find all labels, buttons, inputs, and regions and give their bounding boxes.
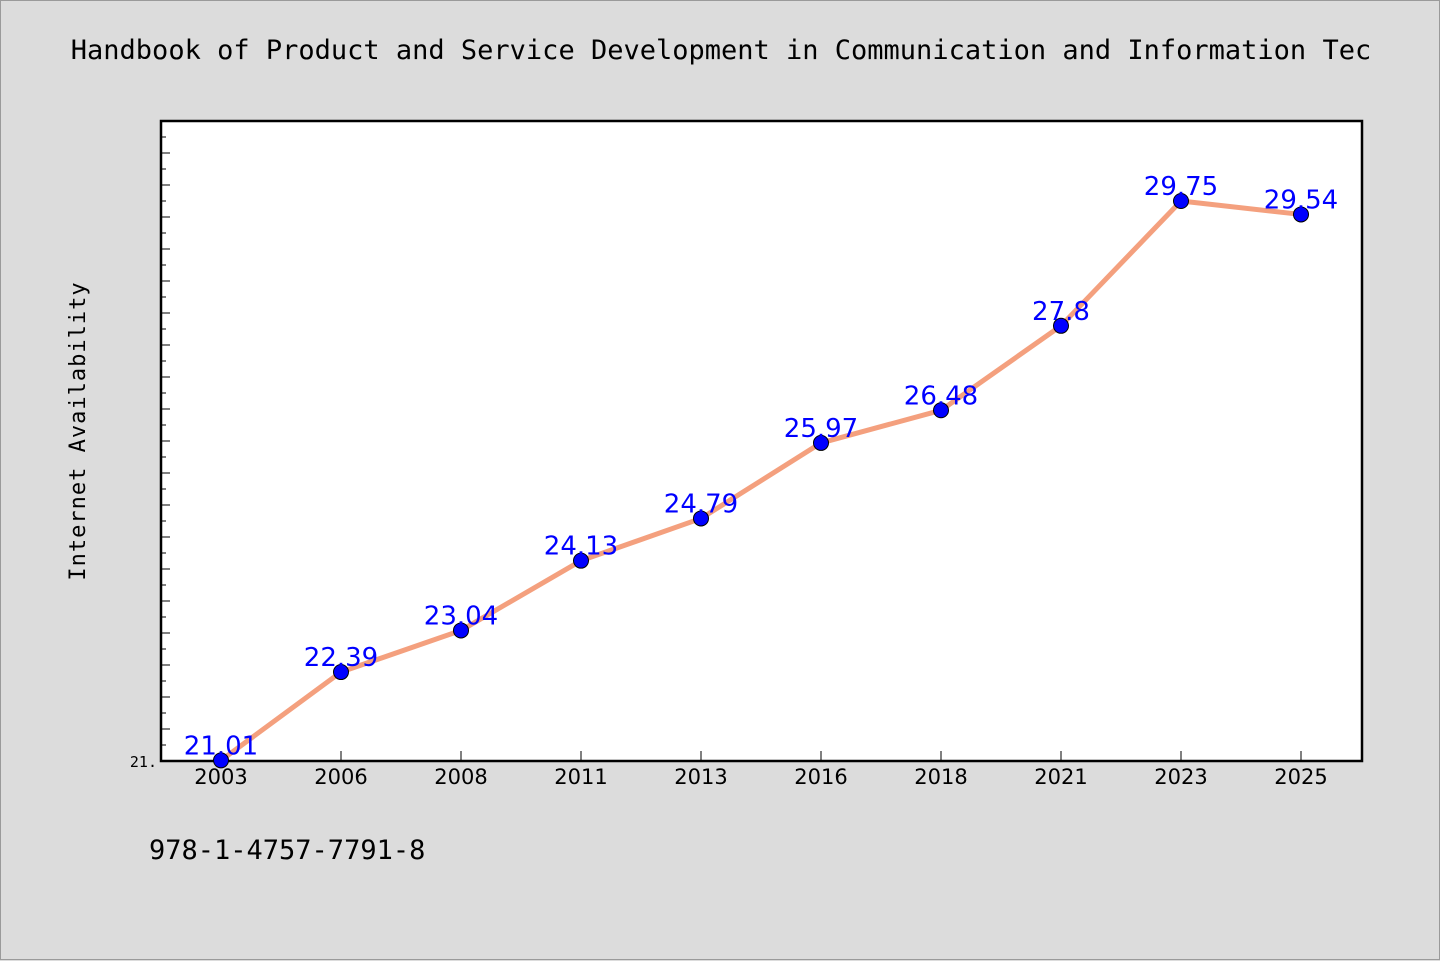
x-tick-label: 2025 bbox=[1274, 765, 1327, 789]
data-point bbox=[213, 752, 229, 769]
data-point bbox=[813, 434, 829, 451]
data-point bbox=[1293, 206, 1309, 223]
data-label: 24.79 bbox=[664, 489, 738, 519]
data-point bbox=[573, 552, 589, 569]
data-point bbox=[693, 510, 709, 527]
y-tick-label: 21. bbox=[130, 753, 157, 771]
x-axis: 2003 2006 2008 2011 2013 2016 2018 2021 2023 2025 bbox=[194, 751, 1328, 789]
data-point bbox=[933, 402, 949, 419]
x-tick-label: 2018 bbox=[914, 765, 967, 789]
x-tick-label: 2011 bbox=[554, 765, 607, 789]
x-tick-label: 2006 bbox=[314, 765, 367, 789]
x-tick-label: 2023 bbox=[1154, 765, 1207, 789]
data-point bbox=[333, 664, 349, 681]
isbn-footer: 978-1-4757-7791-8 bbox=[149, 835, 426, 866]
data-label: 25.97 bbox=[784, 414, 858, 444]
data-point bbox=[1053, 317, 1069, 334]
x-tick-label: 2021 bbox=[1034, 765, 1087, 789]
data-point bbox=[1173, 193, 1189, 209]
chart-title: Handbook of Product and Service Developm… bbox=[70, 35, 1372, 66]
y-axis-ticks bbox=[161, 120, 170, 762]
data-label: 22.39 bbox=[304, 643, 378, 673]
x-tick-label: 2013 bbox=[674, 765, 727, 789]
data-label: 29.54 bbox=[1264, 185, 1338, 215]
data-label: 21.01 bbox=[184, 731, 258, 761]
plot-area bbox=[159, 119, 1364, 763]
series-line bbox=[218, 198, 1304, 763]
data-label: 29.75 bbox=[1144, 172, 1218, 202]
x-tick-label: 2008 bbox=[434, 765, 487, 789]
data-label: 27.8 bbox=[1032, 297, 1090, 327]
data-label: 26.48 bbox=[904, 381, 978, 411]
data-label: 24.13 bbox=[544, 532, 618, 562]
x-tick-label: 2016 bbox=[794, 765, 847, 789]
data-point bbox=[453, 622, 469, 639]
data-label: 23.04 bbox=[424, 601, 498, 631]
x-tick-label: 2003 bbox=[194, 765, 247, 789]
y-axis-label: Internet Availability bbox=[66, 281, 91, 580]
